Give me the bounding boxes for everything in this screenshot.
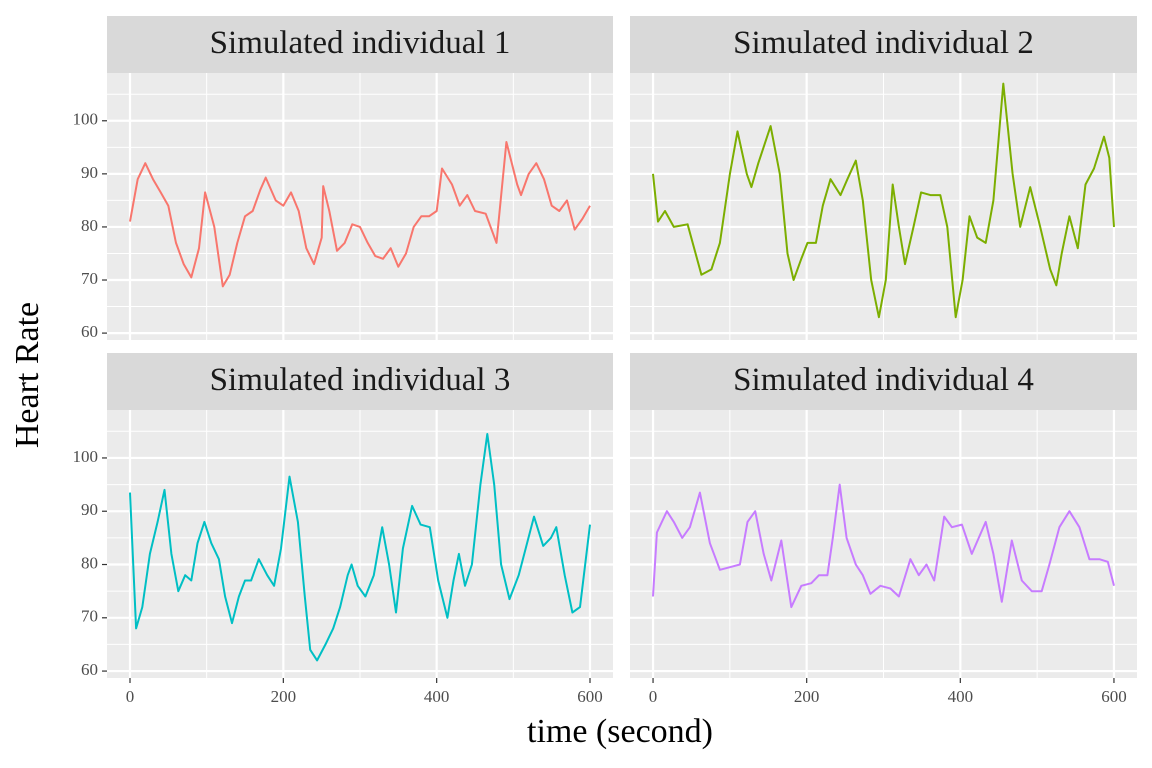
y-tick-label: 80 bbox=[81, 553, 98, 572]
y-tick-label: 100 bbox=[73, 447, 99, 466]
y-tick-label: 80 bbox=[81, 216, 98, 235]
strip-title: Simulated individual 2 bbox=[733, 25, 1034, 61]
y-tick-label: 70 bbox=[81, 269, 98, 288]
y-tick-label: 90 bbox=[81, 163, 98, 182]
strip bbox=[107, 16, 613, 73]
x-axis-title: time (second) bbox=[527, 713, 713, 750]
x-tick-label: 0 bbox=[126, 687, 135, 706]
line bbox=[652, 82, 1115, 319]
strip-title: Simulated individual 4 bbox=[733, 362, 1034, 398]
strip-title: Simulated individual 3 bbox=[210, 362, 511, 398]
line bbox=[129, 141, 591, 288]
strip-title: Simulated individual 1 bbox=[210, 25, 511, 61]
x-tick-label: 400 bbox=[424, 687, 450, 706]
strip bbox=[630, 16, 1137, 73]
x-tick-label: 400 bbox=[948, 687, 974, 706]
line bbox=[652, 483, 1115, 609]
y-axis-title: Heart Rate bbox=[9, 302, 46, 448]
x-tick-label: 200 bbox=[794, 687, 820, 706]
y-tick-label: 70 bbox=[81, 607, 98, 626]
x-tick-label: 600 bbox=[1101, 687, 1127, 706]
x-tick-label: 600 bbox=[577, 687, 603, 706]
y-tick-label: 100 bbox=[73, 110, 99, 129]
x-tick-label: 0 bbox=[649, 687, 658, 706]
x-tick-label: 200 bbox=[271, 687, 297, 706]
y-tick-label: 90 bbox=[81, 500, 98, 519]
line bbox=[129, 433, 591, 662]
y-tick-label: 60 bbox=[81, 322, 98, 341]
y-tick-label: 60 bbox=[81, 660, 98, 679]
strip bbox=[630, 353, 1137, 410]
strip bbox=[107, 353, 613, 410]
